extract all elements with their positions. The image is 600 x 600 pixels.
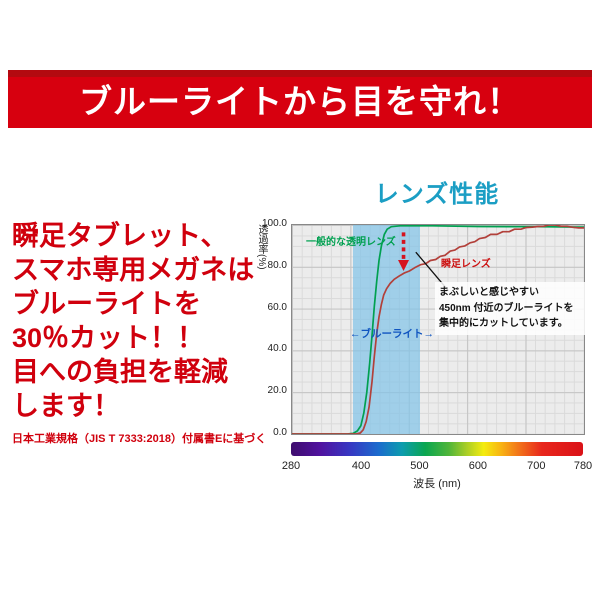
blue-light-band-label: ←ブルーライト→ [350,328,434,340]
series-line-0 [292,225,584,434]
series-label-clear-lens: 一般的な透明レンズ [306,237,396,248]
y-tick-label: 0.0 [273,427,287,438]
y-tick-label: 100.0 [261,218,287,229]
x-tick-label: 400 [351,460,371,472]
top-banner: ブルーライトから目を守れ！ [8,70,592,128]
series-line-1 [292,225,584,434]
headline-line: ブルーライトを [12,289,201,319]
lens-performance-chart: レンズ性能 透過率(%) 100.0 80.0 60.0 40.0 20.0 0.0 一般… [253,172,600,494]
x-tick-label: 700 [527,460,546,472]
banner-title: ブルーライトから目を守れ！ [79,83,521,120]
series-label-shunsoku-lens: 瞬足レンズ [441,259,491,270]
x-tick-label: 500 [410,460,429,472]
plot-area: 一般的な透明レンズ 瞬足レンズ ←ブルーライト→ まぶしいと感じやすい 450n… [291,224,595,435]
headline-line: 瞬足タブレット、 [12,221,228,251]
down-arrow-icon [398,259,410,271]
jis-footnote: 日本工業規格（JIS T 7333:2018）付属書Eに基づく [12,433,267,445]
y-tick-label: 80.0 [267,259,287,271]
y-tick-label: 20.0 [267,385,287,397]
chart-title: レンズ性能 [374,181,500,208]
x-tick-label: 780 [573,460,593,472]
x-tick-label: 600 [468,460,488,472]
annotation-line: 450nm 付近のブルーライトを [439,302,574,314]
y-tick-label: 60.0 [267,301,287,313]
blue-light-band [353,225,421,434]
headline-block: 瞬足タブレット、 スマホ専用メガネは ブルーライトを 30％カット！！ 目への負… [12,219,262,423]
y-axis-label: 透過率(%) [256,224,267,270]
headline-line: 30％カット！！ [12,323,205,353]
annotation-line: 集中的にカットしています。 [439,318,568,329]
headline-line: スマホ専用メガネは [12,255,255,285]
headline-line: 目への負担を軽減 [12,357,228,387]
spectrum-bar [291,442,583,456]
x-axis-label: 波長 (nm) [413,478,461,490]
annotation-note: まぶしいと感じやすい 450nm 付近のブルーライトを 集中的にカットしています… [435,282,595,335]
annotation-line: まぶしいと感じやすい [439,287,539,298]
y-tick-label: 40.0 [267,343,287,355]
headline-line: します！ [12,391,120,421]
x-tick-label: 280 [281,460,301,472]
